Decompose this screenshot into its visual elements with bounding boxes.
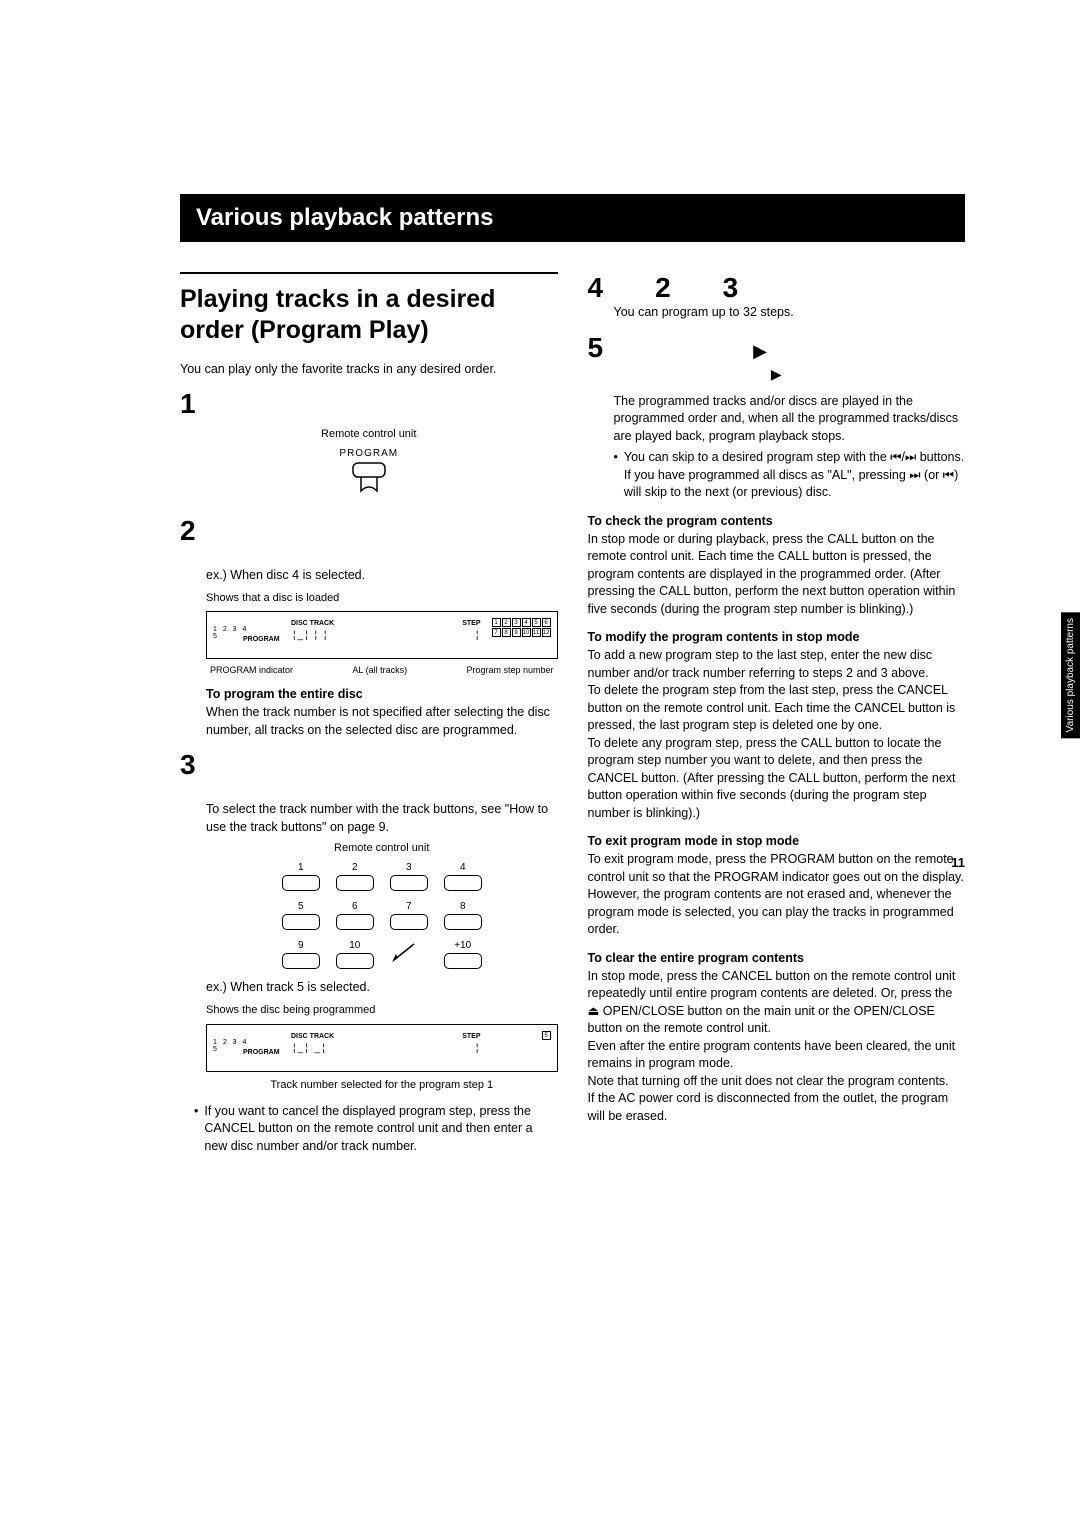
clear-body2: Even after the entire program contents h… (588, 1038, 966, 1073)
keypad-button: 3 (390, 862, 428, 891)
keypad-button: 1 (282, 862, 320, 891)
check-heading: To check the program contents (588, 514, 966, 528)
keypad-button: 2 (336, 862, 374, 891)
program-label: PROGRAM (180, 448, 558, 459)
play-icon-2: ▶ (588, 366, 966, 383)
eject-icon: ⏏ (588, 1004, 600, 1018)
step3-bottom-callout: Track number selected for the program st… (206, 1078, 558, 1093)
step5-bullet1: You can skip to a desired program step w… (614, 449, 966, 502)
program-entire-disc-body: When the track number is not specified a… (206, 704, 558, 739)
clear-heading: To clear the entire program contents (588, 951, 966, 965)
step3-example: ex.) When track 5 is selected. (206, 979, 558, 997)
clear-body1: In stop mode, press the CANCEL button on… (588, 968, 966, 1038)
step-3-number: 3 (180, 749, 558, 781)
step3-bullet: If you want to cancel the displayed prog… (194, 1103, 558, 1156)
dp-track-grid: 123456789101112 (492, 618, 551, 637)
step3-body: To select the track number with the trac… (206, 801, 558, 836)
track-keypad: 1234 5678 9 10 +10 (282, 862, 482, 969)
step-4-ref2: 2 (655, 272, 671, 304)
modify-heading: To modify the program contents in stop m… (588, 630, 966, 644)
remote-label: Remote control unit (180, 428, 558, 440)
modify-body1: To add a new program step to the last st… (588, 647, 966, 682)
intro-text: You can play only the favorite tracks in… (180, 361, 558, 379)
dp-step: STEP (462, 620, 480, 627)
step2-top-callout: Shows that a disc is loaded (206, 591, 558, 606)
clear-body3: Note that turning off the unit does not … (588, 1073, 966, 1091)
modify-body2: To delete the program step from the last… (588, 682, 966, 735)
program-entire-disc-heading: To program the entire disc (206, 687, 558, 701)
exit-heading: To exit program mode in stop mode (588, 834, 966, 848)
page-number: 11 (951, 855, 965, 870)
modify-body3: To delete any program step, press the CA… (588, 735, 966, 823)
step-2-number: 2 (180, 515, 558, 547)
keypad-button: 8 (444, 901, 482, 930)
keypad-button: 7 (390, 901, 428, 930)
right-column: 4 2 3 You can program up to 32 steps. 5 … (588, 272, 966, 1155)
keypad-button: 6 (336, 901, 374, 930)
keypad-button: +10 (444, 940, 482, 969)
keypad-button (390, 940, 428, 969)
check-body: In stop mode or during playback, press t… (588, 531, 966, 619)
clear-body4: If the AC power cord is disconnected fro… (588, 1090, 966, 1125)
step2-callouts: PROGRAM indicator AL (all tracks) Progra… (206, 665, 558, 675)
step5-body: The programmed tracks and/or discs are p… (614, 393, 966, 446)
step3-top-callout: Shows the disc being programmed (206, 1003, 558, 1018)
keypad-button: 10 (336, 940, 374, 969)
step3-remote-label: Remote control unit (206, 842, 558, 854)
display-panel-2: 1 2 3 45 PROGRAM DISC TRACK ¦_¦ _¦ STEP … (206, 1024, 558, 1072)
rew-icon: ⏮ (943, 468, 954, 482)
keypad-button: 5 (282, 901, 320, 930)
side-tab: Various playback patterns (1061, 612, 1080, 738)
play-icon: ▶ (753, 341, 767, 362)
fwd-icon: ⏭ (909, 468, 920, 482)
skip-icons: ⏮/⏭ (890, 450, 916, 464)
keypad-button: 9 (282, 940, 320, 969)
step-4-number: 4 (588, 272, 604, 304)
exit-body: To exit program mode, press the PROGRAM … (588, 851, 966, 939)
step4-body: You can program up to 32 steps. (614, 304, 966, 322)
program-button-icon (349, 461, 389, 495)
step-5-number: 5 (588, 332, 604, 364)
keypad-button: 4 (444, 862, 482, 891)
step2-example: ex.) When disc 4 is selected. (206, 567, 558, 585)
step-4-ref3: 3 (723, 272, 739, 304)
dp-disc-track: DISC TRACK (291, 620, 334, 627)
left-column: Playing tracks in a desired order (Progr… (180, 272, 558, 1155)
display-panel-1: 1 2 3 45 PROGRAM DISC TRACK ¦_¦ ¦ ¦ STEP… (206, 611, 558, 659)
section-title: Playing tracks in a desired order (Progr… (180, 284, 558, 347)
dp-program: PROGRAM (243, 636, 280, 643)
step-1-number: 1 (180, 388, 558, 420)
section-banner: Various playback patterns (180, 194, 965, 242)
